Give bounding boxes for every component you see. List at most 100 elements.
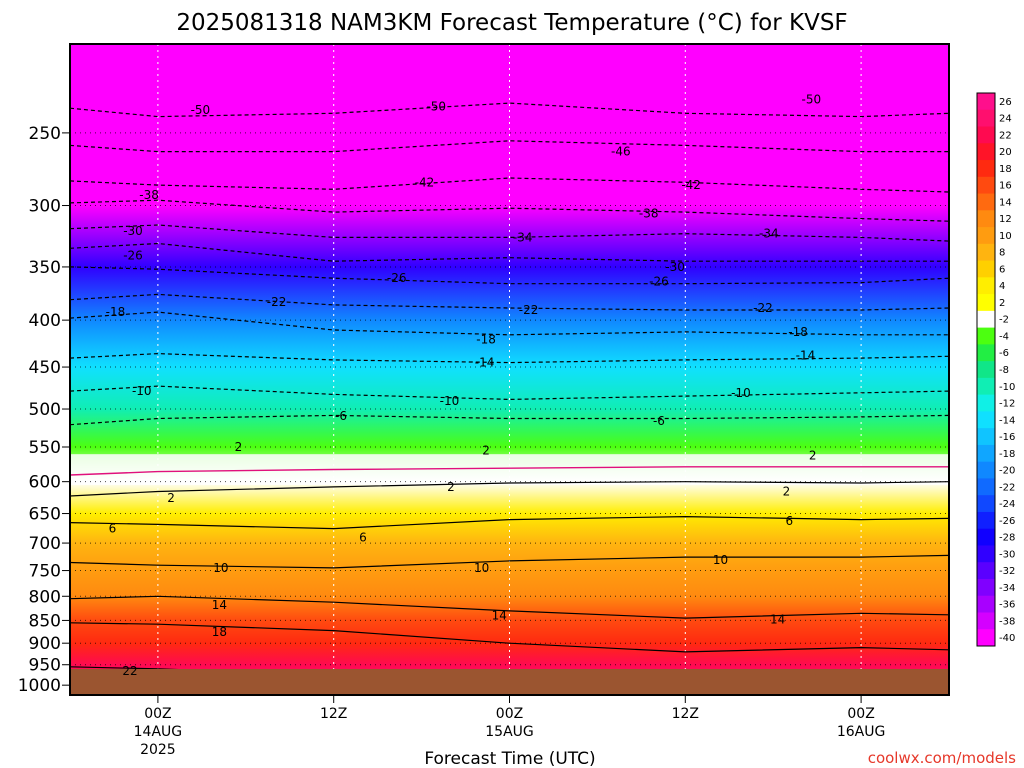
- colorbar-swatch: [977, 629, 995, 647]
- colorbar-label: 6: [999, 264, 1005, 275]
- contour-label: 2: [235, 440, 243, 454]
- colorbar-label: -6: [999, 348, 1009, 359]
- contour-line: [70, 140, 949, 153]
- colorbar-swatch: [977, 227, 995, 245]
- contour-line: [70, 242, 949, 262]
- x-tick-label: 00Z: [496, 706, 523, 722]
- colorbar-label: -2: [999, 315, 1009, 326]
- colorbar-swatch: [977, 344, 995, 362]
- contour-label: 18: [212, 625, 227, 639]
- contour-label: -18: [788, 325, 808, 339]
- colorbar-label: -40: [999, 633, 1015, 644]
- plot-area: -50 -50 -50-46-42 -42-38-38-34 -34-30-30-26-…: [70, 44, 949, 695]
- contour-label: -10: [132, 384, 152, 398]
- y-tick-label: 350: [29, 258, 61, 278]
- contour-line: [70, 385, 949, 401]
- contour-line: [70, 515, 949, 530]
- y-tick-label: 900: [29, 634, 61, 654]
- x-axis: 00Z 14AUG 2025 12Z 00Z 15AUG 12Z 00Z 16AUG: [134, 695, 886, 758]
- colorbar-label: -30: [999, 549, 1015, 560]
- y-tick-label: 600: [29, 473, 61, 493]
- x-tick-label: 12Z: [320, 706, 347, 722]
- contour-label: -22: [519, 303, 539, 317]
- contour-label: -42: [681, 178, 701, 192]
- contour-label: -42: [415, 175, 435, 189]
- colorbar-label: -38: [999, 616, 1015, 627]
- y-tick-label: 250: [29, 124, 61, 144]
- y-tick-label: 700: [29, 534, 61, 554]
- contour-label: -30: [123, 224, 143, 238]
- contour-label: 14: [492, 609, 507, 623]
- contour-label: -38: [139, 188, 159, 202]
- colorbar-swatch: [977, 277, 995, 295]
- colorbar-swatch: [977, 294, 995, 312]
- contour-label: 2: [482, 444, 490, 458]
- colorbar-swatch: [977, 461, 995, 479]
- contour-line: [70, 177, 949, 193]
- x-axis-label: Forecast Time (UTC): [424, 749, 595, 768]
- colorbar-label: 26: [999, 97, 1012, 108]
- contour-label: -18: [106, 305, 126, 319]
- contour-line: [70, 311, 949, 336]
- contour-label: -38: [639, 206, 659, 220]
- colorbar-swatch: [977, 260, 995, 278]
- x-tick-label: 12Z: [672, 706, 699, 722]
- freezing-contour: [70, 466, 949, 476]
- colorbar-swatch: [977, 93, 995, 111]
- contour-label: -26: [649, 274, 669, 288]
- colorbar-swatch: [977, 595, 995, 613]
- colorbar-label: -8: [999, 365, 1009, 376]
- contour-label: -50: [426, 100, 446, 114]
- credit-text: coolwx.com/models: [868, 749, 1016, 767]
- y-tick-label: 300: [29, 197, 61, 217]
- contour-label: -14: [475, 356, 495, 370]
- x-tick-label: 14AUG: [134, 724, 183, 740]
- colorbar-frame: [976, 92, 996, 647]
- contour-label: -50: [801, 93, 821, 107]
- colorbar-label: 8: [999, 248, 1005, 259]
- contour-label: 22: [122, 664, 137, 678]
- y-tick-label: 650: [29, 505, 61, 525]
- colorbar-swatch: [977, 478, 995, 496]
- contour-label: 2: [809, 449, 817, 463]
- contour-label: -26: [123, 248, 143, 262]
- y-tick-label: 800: [29, 587, 61, 607]
- ground-layer: [70, 669, 949, 695]
- y-tick-label: 550: [29, 438, 61, 458]
- contour-label: -10: [731, 386, 751, 400]
- contour-line: [70, 293, 949, 311]
- colorbar-swatch: [977, 193, 995, 211]
- colorbar-swatch: [977, 361, 995, 379]
- contour-label: -14: [796, 348, 816, 362]
- contour-label: -22: [753, 301, 773, 315]
- colorbar-swatch: [977, 578, 995, 597]
- contour-lines: [70, 102, 949, 686]
- contour-line: [70, 266, 949, 285]
- colorbar-label: -4: [999, 331, 1009, 342]
- contour-line: [70, 481, 949, 497]
- colorbar-label: 2: [999, 298, 1005, 309]
- colorbar-label: -36: [999, 600, 1015, 611]
- colorbar-swatch: [977, 545, 995, 563]
- colorbar: 26 24 22 20 18 16 14 12 10 8 6 4 2 -2 -4 -6 -8 -10 -12 -14 -…: [976, 92, 1015, 647]
- contour-label: -6: [335, 409, 347, 423]
- colorbar-label: -18: [999, 449, 1015, 460]
- colorbar-label: -12: [999, 399, 1015, 410]
- contour-label: 10: [713, 553, 728, 567]
- y-tick-label: 950: [29, 656, 61, 676]
- colorbar-swatch: [977, 143, 995, 161]
- contour-line: [70, 102, 949, 118]
- contour-label: 10: [474, 561, 489, 575]
- colorbar-label: 16: [999, 181, 1012, 192]
- contour-line: [70, 224, 949, 242]
- colorbar-swatch: [977, 109, 995, 128]
- contour-line: [70, 199, 949, 222]
- chart-title: 2025081318 NAM3KM Forecast Temperature (…: [176, 10, 847, 36]
- colorbar-label: 4: [999, 281, 1005, 292]
- contour-label: 6: [359, 530, 367, 544]
- colorbar-label: -22: [999, 482, 1015, 493]
- x-tick-label: 16AUG: [837, 724, 886, 740]
- colorbar-swatch: [977, 210, 995, 228]
- colorbar-swatch: [977, 511, 995, 530]
- colorbar-swatch: [977, 428, 995, 446]
